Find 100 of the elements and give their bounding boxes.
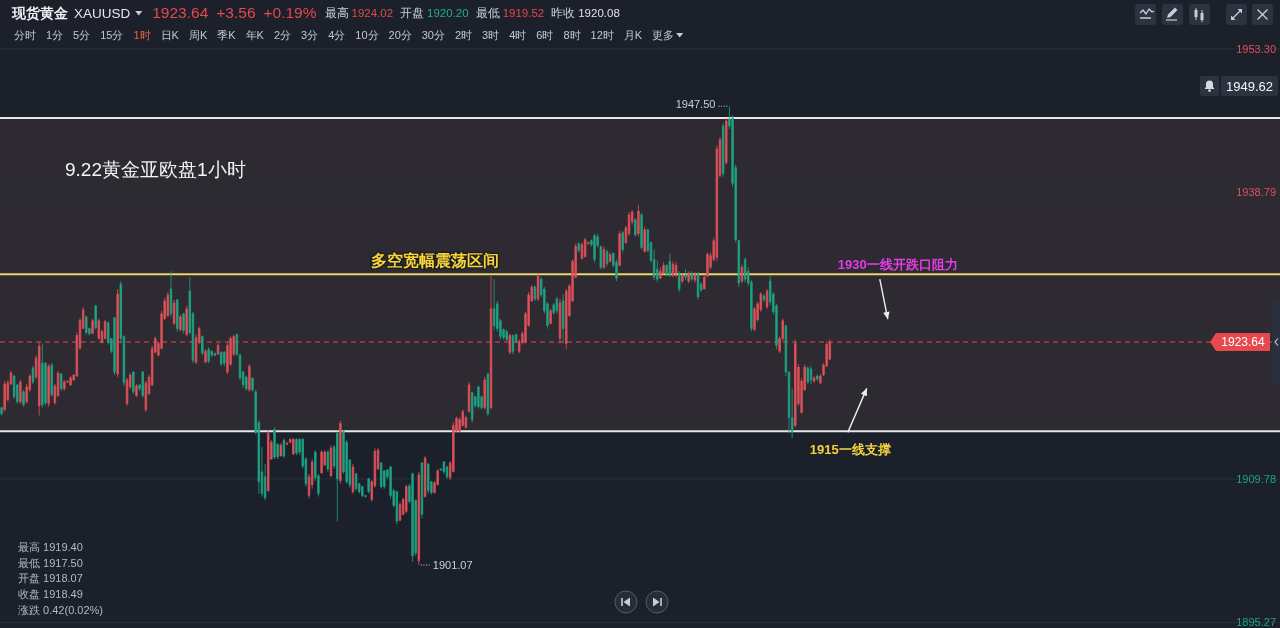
candlestick xyxy=(41,343,44,409)
candlestick xyxy=(806,365,810,385)
candlestick xyxy=(326,449,330,473)
annotation: 1924.02 xyxy=(351,7,394,20)
candlestick xyxy=(85,315,88,335)
candlestick xyxy=(361,485,364,498)
annotation: 1分 xyxy=(46,28,64,41)
candlestick xyxy=(809,365,813,385)
candlestick xyxy=(216,343,220,355)
annotation: 3时 xyxy=(482,28,500,41)
candlestick xyxy=(511,334,515,355)
candlestick xyxy=(320,449,323,475)
candlestick xyxy=(671,260,675,278)
candlestick xyxy=(816,373,819,382)
candlestick xyxy=(135,383,138,398)
candlestick xyxy=(103,319,107,340)
candlestick xyxy=(765,288,769,310)
candlestick xyxy=(201,335,204,356)
candlestick xyxy=(38,342,41,416)
candlestick xyxy=(549,308,552,325)
annotation: 4时 xyxy=(509,28,527,41)
candlestick xyxy=(91,318,94,334)
candlestick xyxy=(113,317,116,376)
annotation: 最高 xyxy=(324,6,349,20)
ref-line-label: 1923.64 xyxy=(1221,335,1266,350)
candlestick xyxy=(94,304,97,330)
candlestick xyxy=(50,362,53,398)
annotation: 1947.50 xyxy=(675,98,716,111)
candlestick xyxy=(618,230,621,267)
annotation: 最低 xyxy=(475,7,500,20)
candlestick xyxy=(116,288,119,378)
annotation: 1923.64 xyxy=(152,4,209,22)
text: XAUUSD xyxy=(74,5,131,21)
candlestick xyxy=(678,270,681,293)
annotation: 收盘 1918.49 xyxy=(18,588,83,601)
annotation: 1949.62 xyxy=(1226,78,1273,94)
candlestick xyxy=(794,339,797,428)
annotation: 周K xyxy=(188,28,208,41)
candlestick xyxy=(681,272,684,284)
candlestick xyxy=(395,490,399,525)
candlestick xyxy=(634,217,637,238)
candlestick xyxy=(213,352,217,357)
annotation: 最高 1919.40 xyxy=(18,540,83,553)
annotation: 月K xyxy=(623,28,643,41)
candlestick xyxy=(132,370,135,395)
candlestick xyxy=(427,462,430,495)
candlestick xyxy=(489,275,493,411)
candlestick xyxy=(172,299,176,326)
annotation: 日K xyxy=(160,28,180,41)
candlestick xyxy=(63,379,66,392)
annotation: 开盘 1918.07 xyxy=(18,572,83,585)
candlestick xyxy=(405,484,408,514)
candlestick xyxy=(593,233,596,263)
candlestick xyxy=(141,370,144,399)
text: 现货黄金 xyxy=(11,5,68,21)
candlestick xyxy=(420,461,424,519)
candlestick xyxy=(282,437,286,459)
annotation: 昨收 xyxy=(551,7,576,20)
candlestick xyxy=(351,463,355,495)
candlestick xyxy=(561,293,565,344)
candlestick xyxy=(477,385,480,410)
annotation: 季K xyxy=(217,28,237,41)
annotation: 1919.52 xyxy=(502,7,545,20)
annotation: 12时 xyxy=(590,28,614,41)
candlestick xyxy=(69,375,72,387)
annotation: 最低 1917.50 xyxy=(18,556,83,569)
candlestick xyxy=(725,117,728,165)
candlestick xyxy=(59,372,63,392)
annotation: 5分 xyxy=(73,28,91,41)
annotation: 15分 xyxy=(100,28,124,41)
candlestick xyxy=(640,212,643,250)
candlestick xyxy=(411,472,414,563)
annotation: 4分 xyxy=(328,28,346,41)
candlestick xyxy=(753,306,756,332)
candlestick xyxy=(176,298,179,332)
candlestick xyxy=(0,406,3,416)
candlestick xyxy=(690,270,693,282)
annotation: 1时 xyxy=(133,28,151,41)
candlestick xyxy=(185,305,188,337)
candlestick xyxy=(379,461,383,490)
candlestick xyxy=(483,376,486,411)
candlestick xyxy=(470,391,474,423)
candlestick xyxy=(580,242,584,260)
candlestick xyxy=(182,312,185,334)
candlestick xyxy=(555,296,559,315)
candlestick xyxy=(467,381,471,413)
annotation: 30分 xyxy=(421,28,446,41)
annotation: 分时 xyxy=(14,28,36,41)
candlestick xyxy=(267,429,270,493)
candlestick xyxy=(248,363,251,393)
candlestick xyxy=(605,249,609,267)
candlestick xyxy=(125,377,129,407)
candlestick xyxy=(207,346,210,364)
annotation: 涨跌 0.42(0.02%) xyxy=(18,604,103,617)
candlestick xyxy=(505,329,508,342)
candlestick xyxy=(97,318,101,340)
candlestick xyxy=(179,314,182,332)
candlestick xyxy=(492,278,496,330)
candlestick xyxy=(762,293,766,303)
candlestick xyxy=(674,261,678,278)
